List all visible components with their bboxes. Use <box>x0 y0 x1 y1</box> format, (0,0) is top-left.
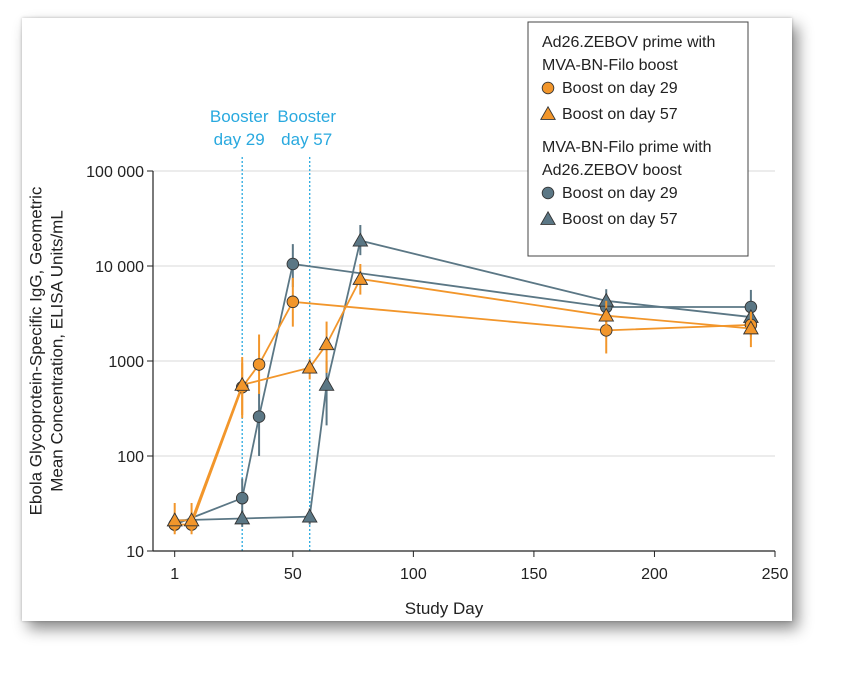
booster-label: day 29 <box>214 130 265 149</box>
legend-entry-label: Boost on day 57 <box>562 106 678 123</box>
x-tick-label: 100 <box>400 566 427 583</box>
x-tick-label: 1 <box>170 566 179 583</box>
y-axis-label: Ebola Glycoprotein-Specific IgG, Geometr… <box>26 186 45 515</box>
legend-entry-label: Boost on day 29 <box>562 185 678 202</box>
data-point <box>286 257 300 271</box>
booster-label: day 57 <box>281 130 332 149</box>
legend-entry-label: Boost on day 29 <box>562 80 678 97</box>
data-point <box>301 359 318 374</box>
legend-entry-label: Boost on day 57 <box>562 211 678 228</box>
legend-box <box>527 21 749 257</box>
y-tick-label: 10 000 <box>95 259 144 276</box>
x-tick-label: 50 <box>284 566 302 583</box>
legend: Ad26.ZEBOV prime with MVA-BN-Filo boost Bo… <box>527 21 749 257</box>
series-line <box>174 262 751 526</box>
ebola-igg-chart: Booster day 29 Booster day 57 10 100 1000 10 0… <box>26 21 788 618</box>
data-point <box>540 210 556 225</box>
booster-label: Booster <box>277 107 336 126</box>
data-point <box>252 410 266 423</box>
legend-group-title: Ad26.ZEBOV prime with <box>542 34 715 51</box>
y-tick-label: 1000 <box>108 354 144 371</box>
x-axis-label: Study Day <box>405 599 484 618</box>
data-point <box>235 491 249 505</box>
series <box>166 263 759 532</box>
chart-card: Booster day 29 Booster day 57 10 100 1000 10 0… <box>22 18 792 621</box>
data-point <box>352 232 369 247</box>
data-point <box>286 295 300 309</box>
legend-group-title: Ad26.ZEBOV boost <box>542 162 682 179</box>
data-point <box>352 270 369 285</box>
series <box>168 244 758 532</box>
x-tick-label: 200 <box>641 566 668 583</box>
legend-group-title: MVA-BN-Filo prime with <box>542 139 712 156</box>
data-point <box>183 512 200 527</box>
x-tick-label: 250 <box>762 566 789 583</box>
data-point <box>318 336 335 351</box>
data-point <box>252 358 266 371</box>
x-tick-label: 150 <box>521 566 548 583</box>
data-point <box>540 105 556 120</box>
booster-layer: Booster day 29 Booster day 57 <box>210 107 336 551</box>
data-point <box>234 510 251 525</box>
data-point <box>598 307 615 322</box>
series-line <box>174 277 751 522</box>
data-point <box>301 508 318 523</box>
y-tick-label: 100 <box>117 449 144 466</box>
y-axis-label: Mean Concentration, ELISA Units/mL <box>47 210 66 492</box>
data-point <box>166 512 183 527</box>
y-tick-label: 10 <box>126 544 144 561</box>
y-tick-label: 100 000 <box>86 164 144 181</box>
booster-label: Booster <box>210 107 269 126</box>
data-point <box>541 81 555 95</box>
data-point <box>318 376 335 391</box>
series <box>166 225 759 527</box>
data-point <box>742 320 759 335</box>
series-layer <box>166 225 759 535</box>
series <box>168 277 758 535</box>
data-point <box>234 376 251 391</box>
data-point <box>541 186 555 200</box>
legend-group-title: MVA-BN-Filo boost <box>542 57 678 74</box>
